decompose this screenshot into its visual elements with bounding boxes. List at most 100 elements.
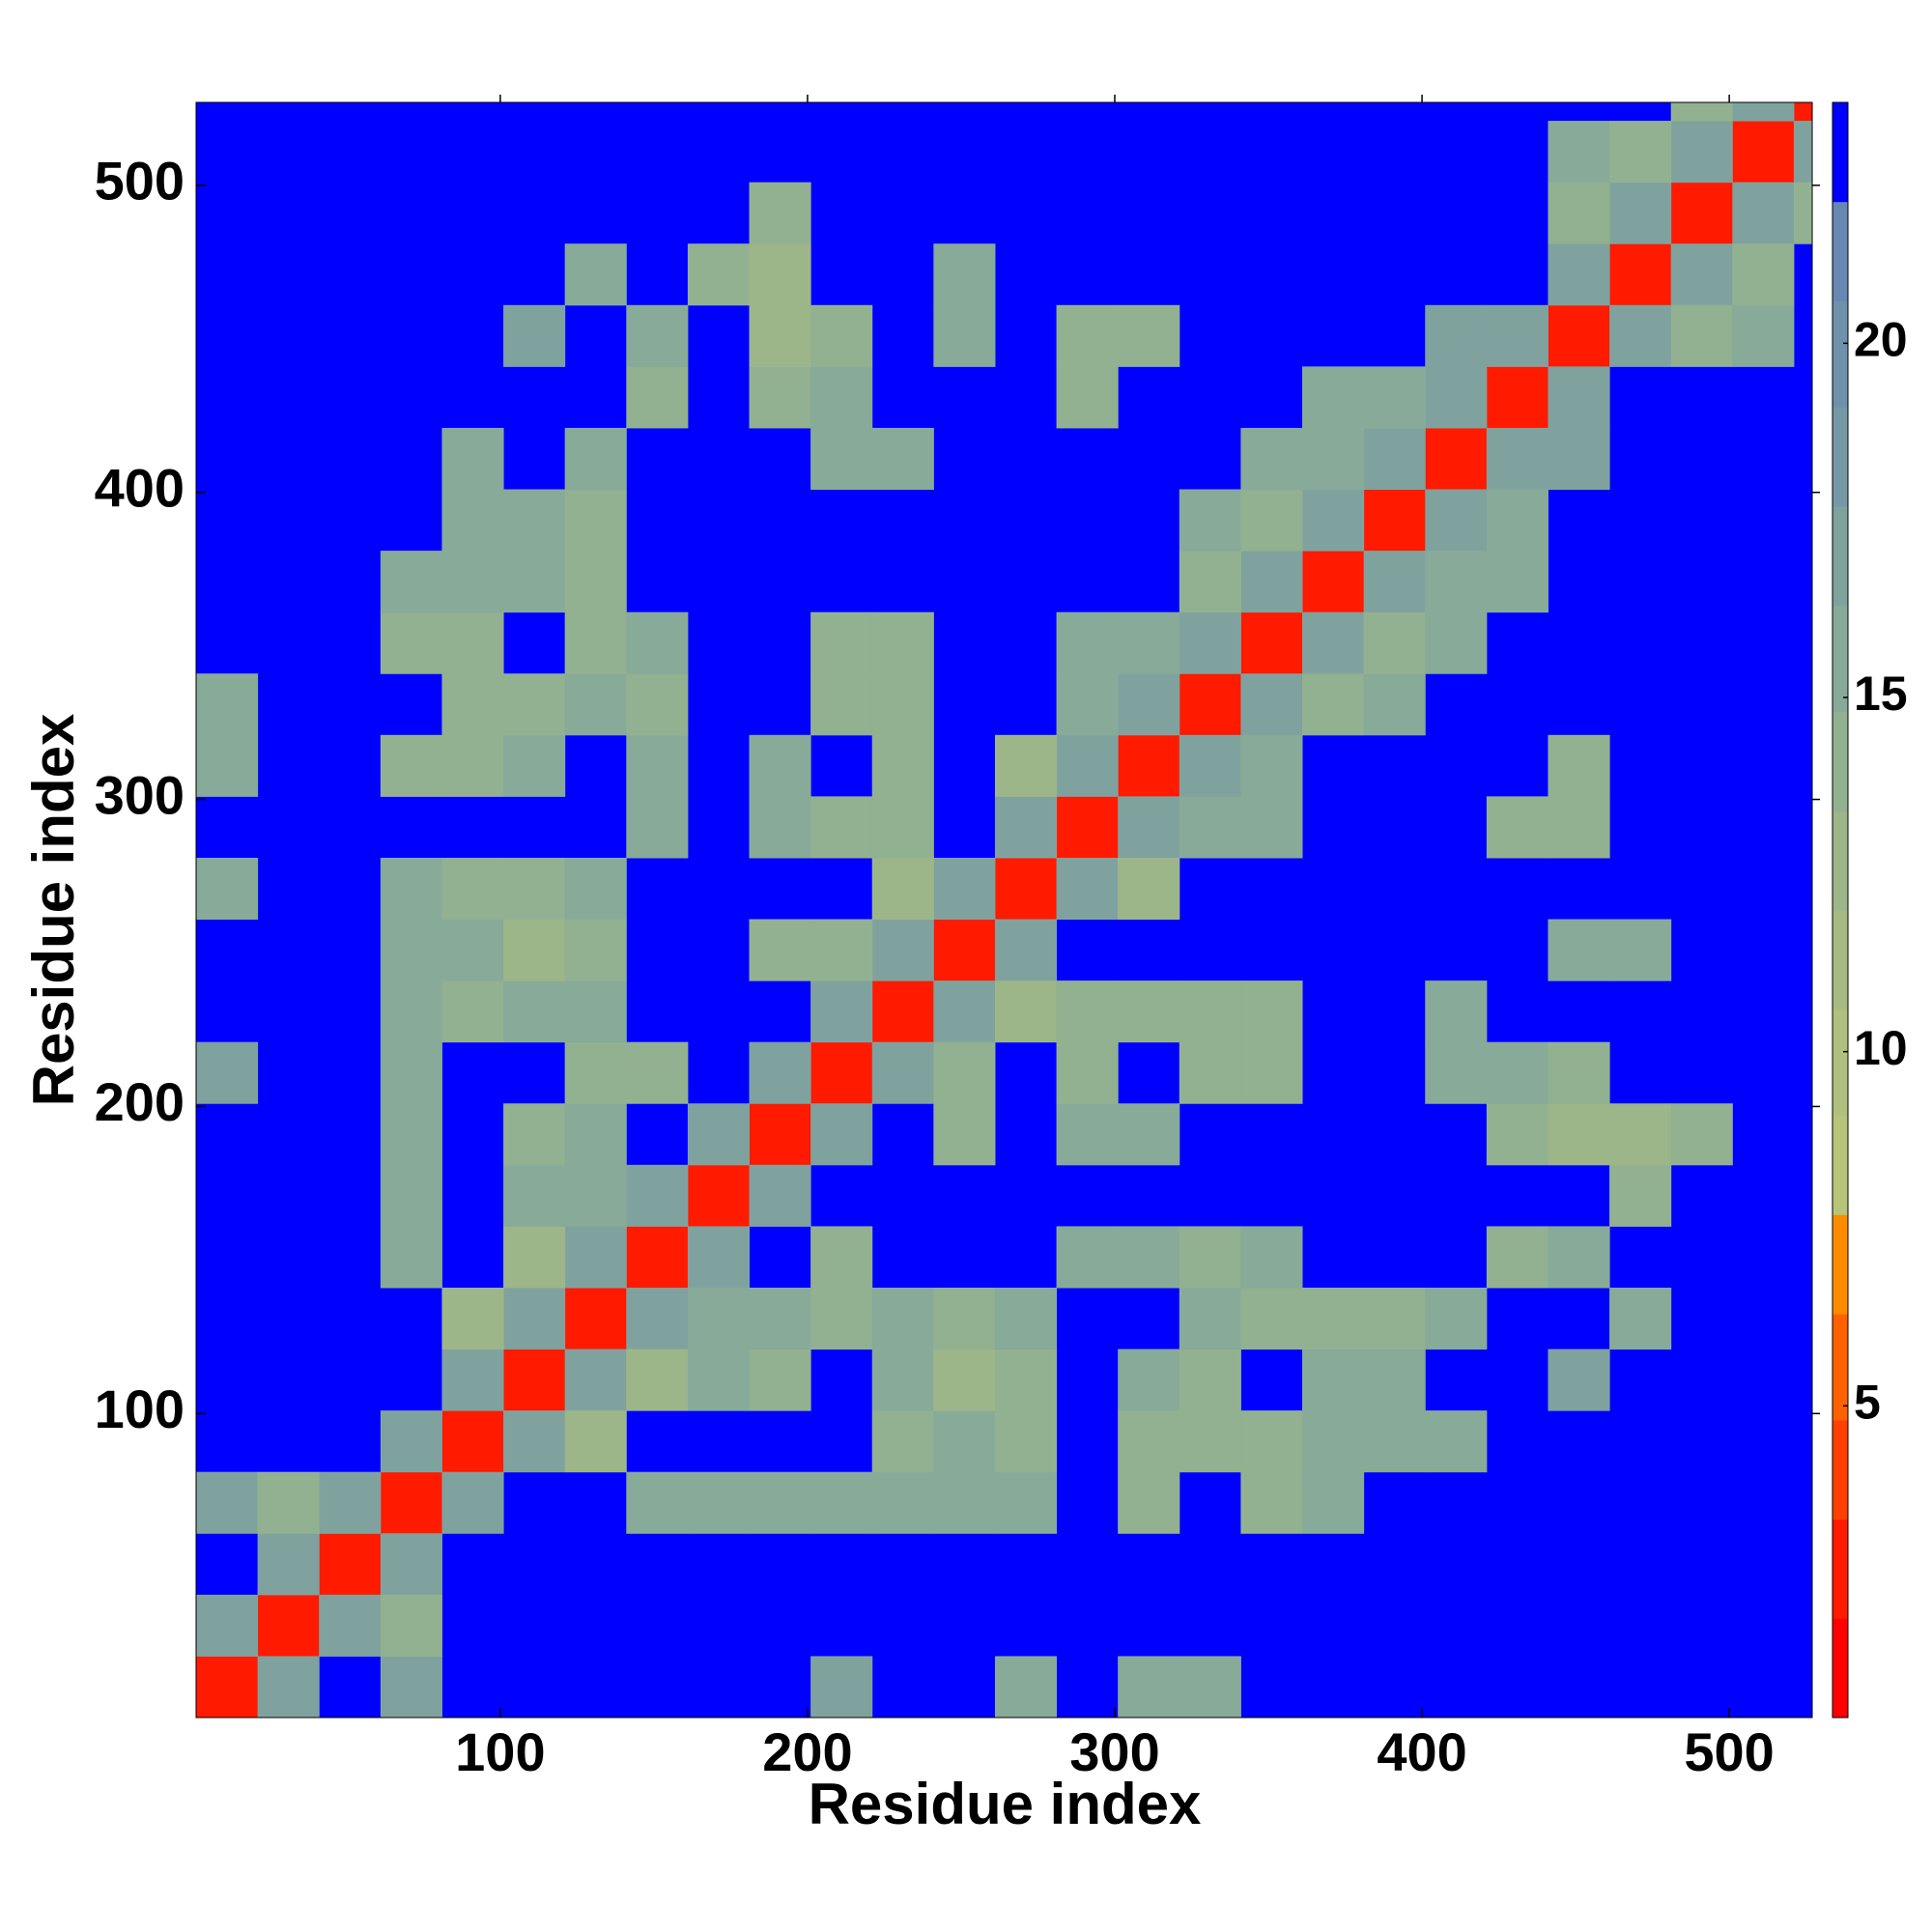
heatmap-cell: [380, 1471, 442, 1534]
heatmap-cell: [933, 857, 996, 921]
heatmap-cell: [1240, 611, 1303, 674]
heatmap-cell: [1548, 734, 1610, 797]
heatmap-cell: [1118, 1226, 1180, 1289]
heatmap-cell: [810, 1471, 873, 1534]
heatmap-cell: [871, 1471, 934, 1534]
heatmap-cell: [626, 304, 689, 367]
heatmap-cell: [1486, 366, 1548, 429]
heatmap-cell: [1302, 673, 1365, 736]
colorbar-band: [1833, 1314, 1848, 1421]
heatmap-cell: [441, 489, 504, 552]
heatmap-cell: [1302, 366, 1365, 429]
heatmap-cell: [994, 1471, 1058, 1534]
heatmap-cell: [626, 1349, 689, 1411]
x-tick-label: 500: [1684, 1721, 1774, 1782]
heatmap-cell: [380, 1594, 442, 1657]
heatmap-cell: [994, 1287, 1058, 1350]
heatmap-cell: [810, 611, 873, 674]
heatmap-cell: [933, 1349, 996, 1411]
heatmap-cell: [1118, 304, 1180, 367]
heatmap-cell: [749, 243, 811, 306]
heatmap-cell: [687, 1226, 751, 1289]
heatmap-cell: [687, 1471, 751, 1534]
heatmap-cell: [871, 796, 934, 859]
heatmap-cell: [441, 919, 504, 981]
heatmap-cell: [687, 243, 751, 306]
heatmap-cell: [1056, 304, 1119, 367]
heatmap-cell: [257, 1594, 320, 1657]
heatmap-cell: [1670, 121, 1733, 184]
heatmap-cell: [1670, 1103, 1733, 1166]
heatmap-cell: [871, 1349, 934, 1411]
heatmap-cell: [564, 1349, 627, 1411]
heatmap-cell: [441, 1471, 504, 1534]
plot-area: [195, 95, 1820, 1719]
heatmap-cell: [1240, 1471, 1303, 1534]
heatmap-cell: [994, 857, 1058, 921]
heatmap-cell: [1363, 673, 1426, 736]
heatmap-cell: [1302, 611, 1365, 674]
heatmap-cell: [1670, 102, 1733, 122]
heatmap-cell: [1609, 1164, 1672, 1227]
x-axis-title: Residue index: [809, 1772, 1202, 1836]
heatmap-cell: [933, 980, 996, 1043]
heatmap-cell: [810, 980, 873, 1043]
heatmap-cell: [1670, 243, 1733, 306]
heatmap-cell: [1240, 1287, 1303, 1350]
heatmap-cell: [749, 796, 811, 859]
heatmap-cell: [503, 1287, 566, 1350]
heatmap-cell: [1548, 1349, 1610, 1411]
heatmap-cell: [1056, 857, 1119, 921]
heatmap-cell: [503, 1103, 566, 1166]
heatmap-cell: [503, 1349, 566, 1411]
heatmap-cell: [441, 1287, 504, 1350]
heatmap-cell: [1486, 796, 1548, 859]
heatmap-cell: [564, 1226, 627, 1289]
heatmap-cell: [1302, 1349, 1365, 1411]
heatmap-cell: [1548, 1226, 1610, 1289]
heatmap-cell: [933, 304, 996, 367]
heatmap-cell: [564, 919, 627, 981]
heatmap-cell: [1609, 304, 1672, 367]
heatmap-cell: [503, 1226, 566, 1289]
heatmap-cell: [994, 1410, 1058, 1473]
heatmap-cell: [1425, 980, 1488, 1043]
heatmap-cell: [1240, 551, 1303, 613]
heatmap-cell: [1056, 611, 1119, 674]
heatmap-cell: [687, 1164, 751, 1227]
heatmap-cell: [1240, 734, 1303, 797]
heatmap-cell: [319, 1594, 382, 1657]
heatmap-cell: [1609, 919, 1672, 981]
heatmap-cell: [380, 1226, 442, 1289]
colorbar-band: [1833, 810, 1848, 911]
heatmap-cell: [1179, 551, 1241, 613]
y-tick-label: 100: [95, 1378, 185, 1439]
heatmap-cell: [933, 1103, 996, 1166]
heatmap-cell: [626, 796, 689, 859]
heatmap-cell: [1240, 489, 1303, 552]
heatmap-cell: [196, 734, 259, 797]
heatmap-cell: [994, 980, 1058, 1043]
heatmap-cell: [749, 366, 811, 429]
heatmap-cell: [1056, 734, 1119, 797]
heatmap-cell: [749, 304, 811, 367]
heatmap-cell: [871, 1287, 934, 1350]
heatmap-cell: [1118, 857, 1180, 921]
heatmap-cell: [810, 1226, 873, 1289]
heatmap-cell: [564, 1041, 627, 1104]
heatmap-cell: [503, 1410, 566, 1473]
heatmap-cell: [626, 1226, 689, 1289]
heatmap-cell: [1486, 1103, 1548, 1166]
heatmap-cell: [564, 1164, 627, 1227]
heatmap-cell: [810, 304, 873, 367]
heatmap-cell: [441, 980, 504, 1043]
heatmap-cell: [1118, 1103, 1180, 1166]
colorbar-tick-label: 5: [1854, 1376, 1881, 1430]
heatmap-cell: [1363, 366, 1426, 429]
heatmap-cell: [810, 673, 873, 736]
heatmap-cell: [1425, 366, 1488, 429]
heatmap-cell: [994, 796, 1058, 859]
heatmap-cell: [810, 919, 873, 981]
y-tick-label: 200: [95, 1071, 185, 1132]
heatmap-cell: [503, 489, 566, 552]
